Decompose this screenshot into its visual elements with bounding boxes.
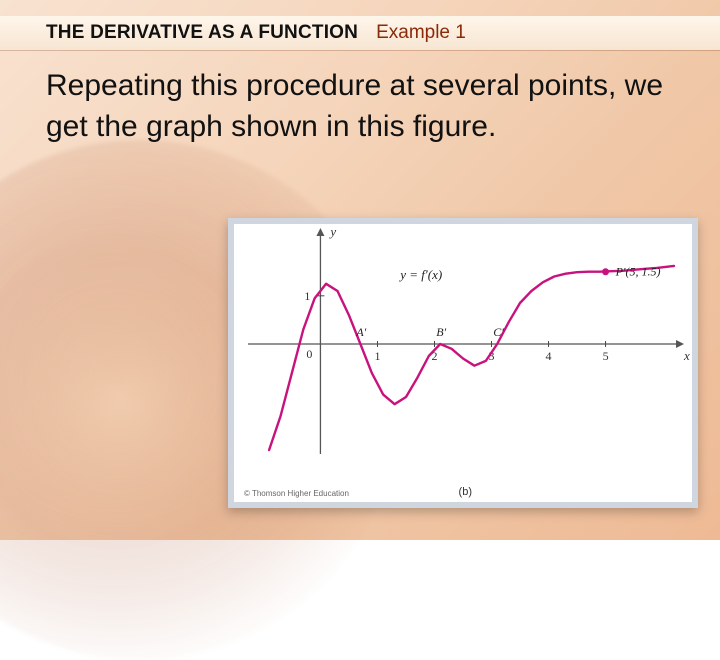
figure-container: 1234510xyy = f′(x)A′B′C′P′(5, 1.5) © Tho…	[228, 218, 698, 508]
svg-text:0: 0	[306, 347, 312, 361]
svg-text:A′: A′	[355, 325, 366, 339]
svg-text:C′: C′	[493, 325, 504, 339]
figure-panel: 1234510xyy = f′(x)A′B′C′P′(5, 1.5) © Tho…	[234, 224, 692, 502]
svg-text:y = f′(x): y = f′(x)	[398, 267, 442, 282]
svg-text:1: 1	[304, 289, 310, 303]
svg-text:y: y	[328, 224, 336, 239]
svg-text:1: 1	[374, 349, 380, 363]
slide-title: THE DERIVATIVE AS A FUNCTION	[46, 22, 358, 44]
svg-text:B′: B′	[436, 325, 446, 339]
svg-text:x: x	[683, 348, 690, 363]
copyright-text: © Thomson Higher Education	[244, 489, 349, 498]
svg-text:5: 5	[603, 349, 609, 363]
example-label: Example 1	[376, 22, 466, 44]
derivative-plot: 1234510xyy = f′(x)A′B′C′P′(5, 1.5)	[234, 224, 692, 480]
body-text: Repeating this procedure at several poin…	[46, 66, 674, 147]
svg-text:P′(5, 1.5): P′(5, 1.5)	[615, 265, 661, 279]
panel-label: (b)	[459, 486, 472, 498]
svg-text:4: 4	[546, 349, 552, 363]
header-band: THE DERIVATIVE AS A FUNCTION Example 1	[0, 16, 720, 50]
